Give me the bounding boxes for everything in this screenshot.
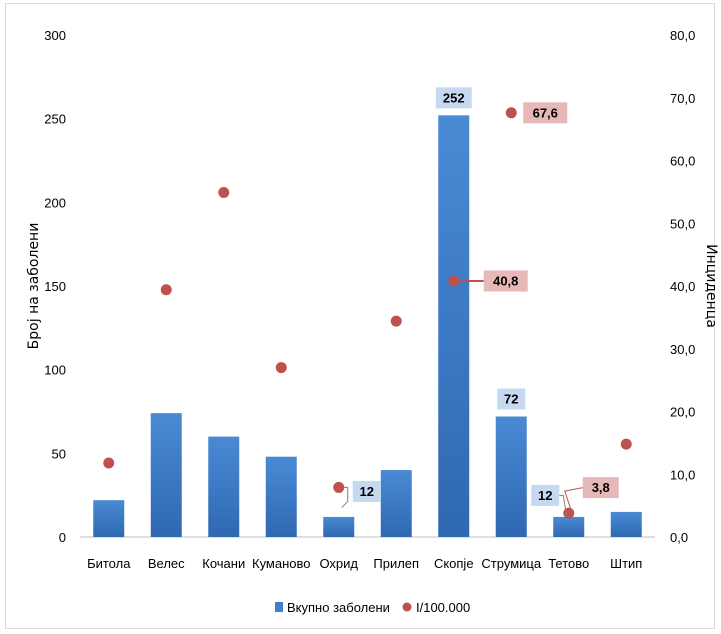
- data-label: 40,8: [493, 273, 518, 288]
- y2-tick-label: 80,0: [670, 28, 695, 43]
- incidence-point: [505, 107, 517, 119]
- y-tick-label: 150: [44, 279, 66, 294]
- category-labels: Битола Велес Кочани Куманово Охрид Прилеп Скоп…: [87, 556, 642, 571]
- incidence-point: [390, 315, 402, 327]
- category-label: Струмица: [481, 556, 541, 571]
- data-label: 3,8: [592, 480, 610, 495]
- legend-bar-label: Вкупно заболени: [287, 600, 390, 615]
- data-label-box: [483, 270, 528, 292]
- bar: [495, 416, 527, 537]
- category-label: Охрид: [319, 556, 358, 571]
- y-tick-label: 300: [44, 28, 66, 43]
- data-label-box: [531, 484, 560, 506]
- category-label: Скопје: [434, 556, 474, 571]
- y2-tick-label: 40,0: [670, 279, 695, 294]
- bar: [553, 516, 585, 537]
- y2-tick-label: 50,0: [670, 216, 695, 231]
- incidence-point: [563, 507, 575, 519]
- bar: [150, 413, 182, 537]
- y2-tick-label: 0,0: [670, 530, 688, 545]
- data-label-box: [497, 388, 526, 410]
- data-label: 12: [360, 484, 374, 499]
- y2-tick-label: 60,0: [670, 154, 695, 169]
- y-axis-title: Број на заболени: [26, 223, 42, 350]
- y-tick-label: 50: [52, 446, 66, 461]
- y2-tick-label: 30,0: [670, 342, 695, 357]
- incidence-point: [160, 284, 172, 296]
- incidence-point: [275, 362, 287, 374]
- category-label: Куманово: [252, 556, 311, 571]
- y2-tick-label: 20,0: [670, 405, 695, 420]
- data-label: 67,6: [533, 105, 558, 120]
- y-tick-label: 100: [44, 363, 66, 378]
- legend-point-swatch: [402, 602, 412, 612]
- y2-tick-label: 10,0: [670, 467, 695, 482]
- right-axis-ticks: 0,0 10,0 20,0 30,0 40,0 50,0 60,0 70,0 80,0: [670, 28, 695, 545]
- bar: [380, 470, 412, 537]
- incidence-point: [103, 457, 115, 469]
- data-label: 72: [504, 392, 518, 407]
- category-label: Кочани: [202, 556, 245, 571]
- bar-series: [93, 115, 642, 537]
- data-label: 12: [538, 488, 552, 503]
- data-label-box: [523, 102, 568, 124]
- chart-frame: [5, 3, 715, 629]
- bar: [610, 511, 642, 537]
- incidence-point: [218, 187, 230, 199]
- data-label-leader: [559, 494, 568, 518]
- y2-axis-title: Инциденца: [703, 244, 719, 328]
- data-label: 252: [443, 90, 465, 105]
- category-label: Битола: [87, 556, 131, 571]
- y-tick-label: 200: [44, 195, 66, 210]
- legend: Вкупно заболени I/100.000: [275, 600, 470, 615]
- incidence-point: [620, 438, 632, 450]
- data-label-leader: [564, 487, 583, 510]
- legend-bar-swatch: [275, 602, 283, 612]
- y-tick-label: 0: [59, 530, 66, 545]
- bar: [93, 500, 125, 537]
- data-label-box: [352, 480, 381, 502]
- y2-tick-label: 70,0: [670, 91, 695, 106]
- left-axis-ticks: 0 50 100 150 200 250 300: [44, 28, 66, 545]
- category-label: Прилеп: [373, 556, 419, 571]
- category-label: Тетово: [548, 556, 589, 571]
- data-labels: 12 252 72 12 40,8 67,6 3,8: [341, 87, 619, 518]
- data-label-box: [582, 477, 619, 499]
- bar: [208, 436, 240, 537]
- incidence-series: [103, 107, 632, 519]
- y-tick-label: 250: [44, 112, 66, 127]
- bar: [438, 115, 470, 537]
- bar: [323, 516, 355, 537]
- incidence-point: [333, 481, 345, 493]
- bar: [265, 456, 297, 537]
- data-label-leader: [341, 486, 349, 508]
- legend-point-label: I/100.000: [416, 600, 470, 615]
- category-label: Велес: [148, 556, 185, 571]
- incidence-point: [448, 275, 460, 287]
- data-label-box: [435, 87, 472, 109]
- category-label: Штип: [610, 556, 642, 571]
